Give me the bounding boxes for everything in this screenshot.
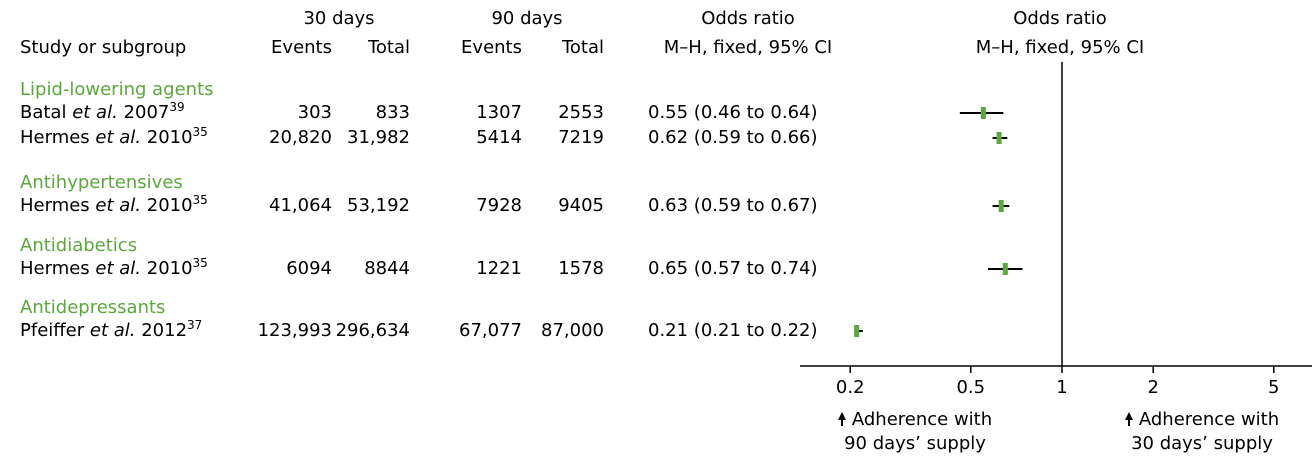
legend-right-line2: 30 days’ supply [1092,432,1312,456]
legend-left-line2: 90 days’ supply [800,432,1030,456]
legend-right-line1: Adherence with [1139,409,1279,430]
point-estimate [854,325,859,337]
point-estimate [997,132,1002,144]
arrow-up-icon [838,412,846,420]
legend-left: Adherence with 90 days’ supply [800,408,1030,456]
arrow-up-icon [1125,412,1133,420]
x-tick-label: 0.2 [836,377,865,398]
point-estimate [981,107,986,119]
point-estimate [1003,263,1008,275]
legend-right: Adherence with 30 days’ supply [1092,408,1312,456]
point-estimate [999,200,1004,212]
x-tick-label: 5 [1268,377,1279,398]
legend-left-line1: Adherence with [852,409,992,430]
x-tick-label: 2 [1147,377,1158,398]
x-tick-label: 0.5 [956,377,985,398]
x-tick-label: 1 [1056,377,1067,398]
